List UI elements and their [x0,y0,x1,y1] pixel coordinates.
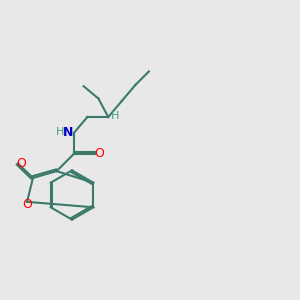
Text: H: H [111,110,119,121]
Text: O: O [23,198,33,211]
Text: O: O [94,147,104,161]
Text: O: O [16,157,26,170]
Text: H: H [56,127,64,137]
Text: N: N [63,127,74,140]
